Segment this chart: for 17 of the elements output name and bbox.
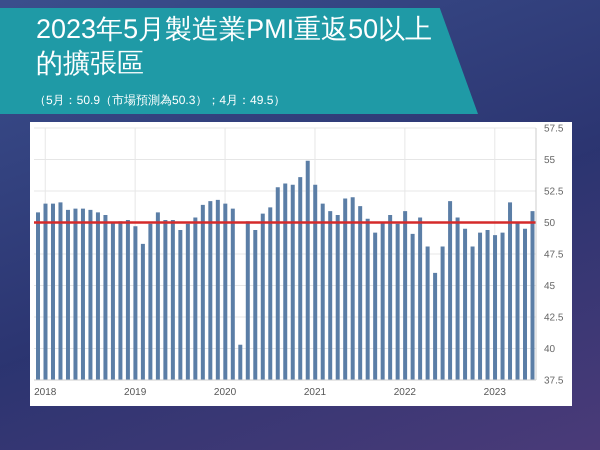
chart-title: 2023年5月製造業PMI重返50以上的擴張區	[36, 13, 434, 80]
chart-subtitle: （5月：50.9（市場預測為50.3）；4月：49.5）	[34, 92, 286, 109]
x-tick-label: 2019	[124, 387, 147, 398]
y-tick-label: 37.5	[544, 376, 564, 387]
x-tick-label: 2018	[34, 387, 57, 398]
x-tick-label: 2021	[304, 387, 327, 398]
y-tick-label: 55	[544, 155, 556, 166]
y-tick-label: 40	[544, 344, 556, 356]
y-tick-label: 45	[544, 281, 556, 292]
y-tick-label: 52.5	[544, 186, 564, 198]
y-tick-label: 57.5	[544, 124, 564, 135]
x-tick-label: 2022	[394, 387, 416, 398]
y-tick-label: 47.5	[544, 250, 564, 261]
y-tick-label: 42.5	[544, 312, 564, 324]
x-tick-label: 2020	[214, 387, 237, 398]
y-tick-label: 50	[544, 218, 556, 230]
x-tick-label: 2023	[484, 387, 506, 398]
